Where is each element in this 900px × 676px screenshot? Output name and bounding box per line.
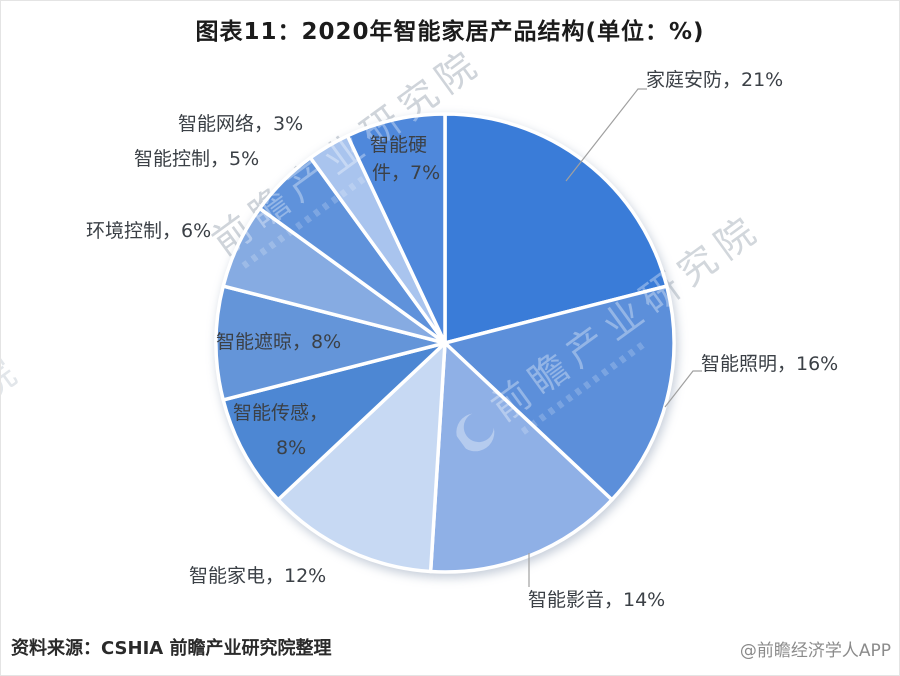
label-leader-lines [528, 88, 702, 587]
slice-label: 家庭安防，21% [646, 69, 784, 91]
pie-slice [345, 112, 447, 345]
slice-label: 智能传感， [233, 402, 329, 424]
slice-label: 智能控制，5% [134, 148, 260, 170]
pie-slice [221, 341, 447, 502]
credit-note: @前瞻经济学人APP [739, 641, 891, 661]
slice-label: 件，7% [372, 162, 441, 184]
slice-label: 8% [276, 437, 307, 459]
pie-slice [276, 341, 447, 574]
slice-label: 智能影音，14% [528, 589, 666, 611]
slice-label: 智能硬 [370, 134, 428, 156]
label-leader-line [565, 88, 647, 182]
slice-label: 环境控制，6% [86, 220, 212, 242]
chart-title: 图表11：2020年智能家居产品结构(单位：%) [195, 19, 705, 45]
slice-label: 智能遮晾，8% [216, 331, 342, 353]
pie-slice [214, 284, 447, 402]
label-leader-line [664, 370, 702, 408]
slice-label: 智能照明，16% [701, 353, 839, 375]
pie-slice [443, 112, 669, 345]
source-note: 资料来源：CSHIA 前瞻产业研究院整理 [11, 638, 332, 659]
slice-label: 智能家电，12% [189, 565, 327, 587]
slice-label: 智能网络，3% [178, 113, 304, 135]
